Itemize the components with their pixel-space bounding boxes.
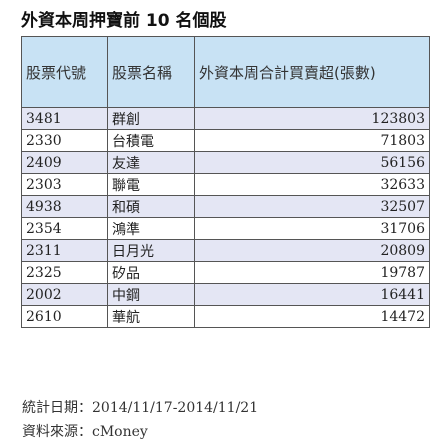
table-row: 3481 群創 123803	[21, 107, 430, 130]
cell-code: 4938	[21, 195, 108, 218]
cell-name: 日月光	[107, 239, 195, 262]
table-row: 2610 華航 14472	[21, 305, 430, 328]
source-note: 資料來源：cMoney	[22, 424, 148, 440]
cell-code: 3481	[21, 107, 108, 130]
table-row: 2409 友達 56156	[21, 151, 430, 174]
table-title: 外資本周押寶前 10 名個股	[21, 11, 227, 31]
header-name: 股票名稱	[107, 36, 195, 108]
header-code: 股票代號	[21, 36, 108, 108]
cell-code: 2002	[21, 283, 108, 306]
cell-name: 群創	[107, 107, 195, 130]
cell-code: 2409	[21, 151, 108, 174]
cell-name: 台積電	[107, 129, 195, 152]
date-range-note: 統計日期：2014/11/17-2014/11/21	[22, 400, 259, 416]
cell-value: 56156	[194, 151, 430, 174]
cell-code: 2311	[21, 239, 108, 262]
table-row: 2002 中鋼 16441	[21, 283, 430, 306]
cell-name: 和碩	[107, 195, 195, 218]
table-row: 4938 和碩 32507	[21, 195, 430, 218]
cell-name: 華航	[107, 305, 195, 328]
cell-code: 2303	[21, 173, 108, 196]
table-row: 2354 鴻準 31706	[21, 217, 430, 240]
table-row: 2303 聯電 32633	[21, 173, 430, 196]
cell-name: 中鋼	[107, 283, 195, 306]
table-row: 2311 日月光 20809	[21, 239, 430, 262]
cell-value: 71803	[194, 129, 430, 152]
stock-table: 股票代號 股票名稱 外資本周合計買賣超(張數) 3481 群創 123803 2…	[21, 36, 430, 328]
cell-value: 19787	[194, 261, 430, 284]
cell-code: 2610	[21, 305, 108, 328]
cell-value: 14472	[194, 305, 430, 328]
header-value: 外資本周合計買賣超(張數)	[194, 36, 430, 108]
cell-value: 123803	[194, 107, 430, 130]
cell-value: 20809	[194, 239, 430, 262]
cell-value: 32633	[194, 173, 430, 196]
table-row: 2325 矽品 19787	[21, 261, 430, 284]
cell-name: 聯電	[107, 173, 195, 196]
cell-name: 鴻準	[107, 217, 195, 240]
cell-name: 矽品	[107, 261, 195, 284]
cell-value: 32507	[194, 195, 430, 218]
cell-code: 2325	[21, 261, 108, 284]
cell-code: 2354	[21, 217, 108, 240]
cell-value: 16441	[194, 283, 430, 306]
cell-name: 友達	[107, 151, 195, 174]
cell-value: 31706	[194, 217, 430, 240]
table-header-row: 股票代號 股票名稱 外資本周合計買賣超(張數)	[21, 36, 430, 108]
table-row: 2330 台積電 71803	[21, 129, 430, 152]
cell-code: 2330	[21, 129, 108, 152]
